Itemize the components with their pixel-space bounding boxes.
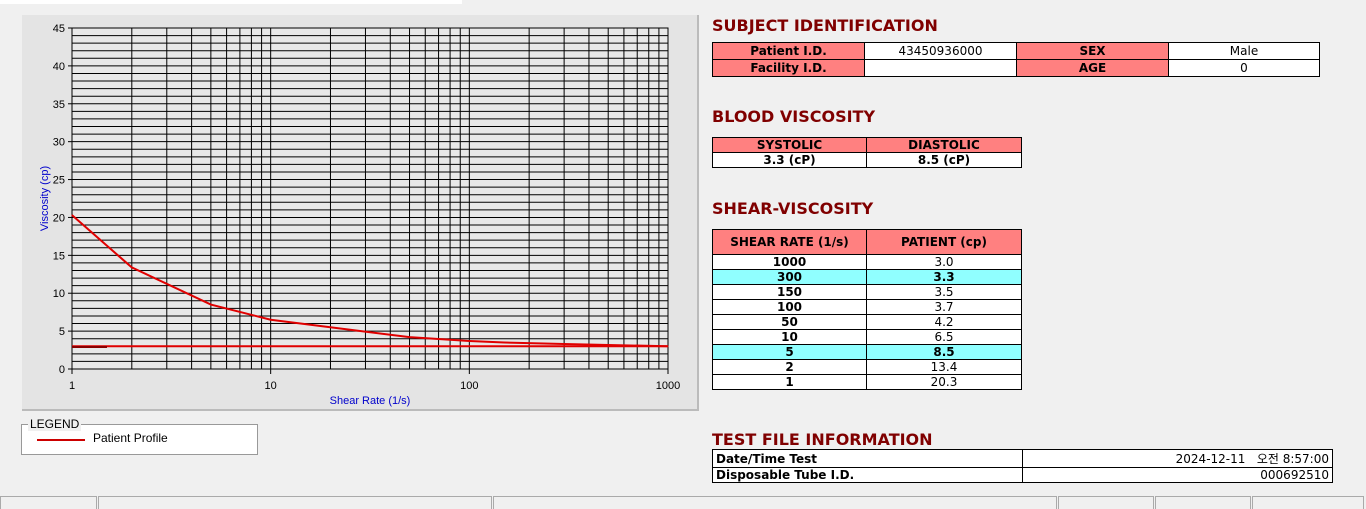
shear-row: 5 8.5 (712, 344, 1022, 360)
data-point (210, 304, 212, 306)
shear-rate-value: 150 (712, 284, 867, 300)
patient-value: 8.5 (866, 344, 1022, 360)
patient-value: 4.2 (866, 314, 1022, 330)
y-axis-label: Viscosity (cp) (39, 166, 51, 231)
patient-header: PATIENT (cp) (866, 229, 1022, 255)
patient-value: 20.3 (866, 374, 1022, 390)
testfile-title: TEST FILE INFORMATION (712, 430, 933, 449)
facility-label: Facility I.D. (712, 59, 865, 77)
shear-rate-value: 100 (712, 299, 867, 315)
age-label: AGE (1016, 59, 1169, 77)
data-point (270, 319, 272, 321)
patient-value: 6.5 (866, 329, 1022, 345)
data-point (409, 336, 411, 338)
shear-rate-value: 2 (712, 359, 867, 375)
blood-title: BLOOD VISCOSITY (712, 107, 876, 126)
data-point (468, 340, 470, 342)
shear-rate-header: SHEAR RATE (1/s) (712, 229, 867, 255)
x-tick-label: 1000 (656, 380, 680, 392)
shear-rate-value: 1000 (712, 254, 867, 270)
testfile-table: Date/Time Test 2024-12-11 오전 8:57:00 Disp… (712, 449, 1333, 483)
x-axis-label: Shear Rate (1/s) (330, 395, 411, 407)
status-pane-4 (1058, 496, 1154, 509)
patient-value: 3.5 (866, 284, 1022, 300)
status-pane-3 (493, 496, 1057, 509)
data-point (563, 343, 565, 345)
status-pane-2 (98, 496, 492, 509)
data-point (131, 266, 133, 268)
y-tick-label: 10 (53, 288, 65, 300)
shear-row: 300 3.3 (712, 269, 1022, 285)
shear-row: 150 3.5 (712, 284, 1022, 300)
shear-title: SHEAR-VISCOSITY (712, 199, 874, 218)
x-tick-label: 1 (69, 380, 75, 392)
patient-id: 43450936000 (864, 42, 1017, 60)
y-tick-label: 20 (53, 212, 65, 224)
y-tick-label: 40 (53, 61, 65, 73)
y-tick-label: 0 (59, 364, 65, 376)
sex-label: SEX (1016, 42, 1169, 60)
shear-rate-value: 300 (712, 269, 867, 285)
legend-title: LEGEND (28, 417, 82, 431)
shear-row: 2 13.4 (712, 359, 1022, 375)
shear-row: 100 3.7 (712, 299, 1022, 315)
data-point (71, 214, 73, 216)
shear-rate-value: 50 (712, 314, 867, 330)
patient-value: 3.7 (866, 299, 1022, 315)
date-label: Date/Time Test (712, 449, 1023, 468)
shear-row: 1 20.3 (712, 374, 1022, 390)
shear-rate-value: 5 (712, 344, 867, 360)
legend-item: Patient Profile (93, 431, 168, 445)
patient-value: 3.0 (866, 254, 1022, 270)
data-point (667, 345, 669, 347)
subject-title: SUBJECT IDENTIFICATION (712, 16, 938, 35)
x-tick-label: 100 (460, 380, 478, 392)
diastolic-value: 8.5 (cP) (866, 152, 1022, 168)
y-tick-label: 15 (53, 250, 65, 262)
status-pane-6 (1252, 496, 1364, 509)
shear-table: SHEAR RATE (1/s) PATIENT (cp) 1000 3.0 300 3… (712, 229, 1022, 390)
shear-rate-value: 1 (712, 374, 867, 390)
shear-rate-value: 10 (712, 329, 867, 345)
date-value: 2024-12-11 오전 8:57:00 (1022, 449, 1333, 468)
viscosity-chart: 0 5 10 15 20 25 30 35 40 45 1 10 100 1000 Shear Rate (… (22, 15, 699, 411)
legend: LEGEND Patient Profile (21, 417, 258, 455)
y-tick-label: 35 (53, 99, 65, 111)
sex: Male (1168, 42, 1320, 60)
tube-label: Disposable Tube I.D. (712, 467, 1023, 483)
patient-value: 13.4 (866, 359, 1022, 375)
shear-row: 10 6.5 (712, 329, 1022, 345)
tube-value: 000692510 (1022, 467, 1333, 483)
patient-id-label: Patient I.D. (712, 42, 865, 60)
status-pane-5 (1155, 496, 1251, 509)
y-tick-label: 5 (59, 326, 65, 338)
legend-line-swatch (37, 439, 85, 441)
x-tick-label: 10 (265, 380, 277, 392)
status-pane-1 (0, 496, 97, 509)
systolic-label: SYSTOLIC (712, 137, 867, 153)
systolic-value: 3.3 (cP) (712, 152, 867, 168)
y-tick-label: 30 (53, 137, 65, 149)
plot-area (71, 27, 669, 370)
diastolic-label: DIASTOLIC (866, 137, 1022, 153)
subject-table: Patient I.D. 43450936000 SEX Male Facility … (712, 42, 1320, 77)
top-panel (0, 0, 462, 4)
y-tick-label: 25 (53, 175, 65, 187)
y-tick-label: 45 (53, 23, 65, 35)
blood-table: SYSTOLIC DIASTOLIC 3.3 (cP) 8.5 (cP) (712, 137, 1022, 168)
facility-id (864, 59, 1017, 77)
age: 0 (1168, 59, 1320, 77)
chart-svg: 0 5 10 15 20 25 30 35 40 45 1 10 100 1000 Shear Rate (… (39, 23, 680, 407)
data-point (503, 341, 505, 343)
shear-row: 1000 3.0 (712, 254, 1022, 270)
shear-row: 50 4.2 (712, 314, 1022, 330)
patient-value: 3.3 (866, 269, 1022, 285)
